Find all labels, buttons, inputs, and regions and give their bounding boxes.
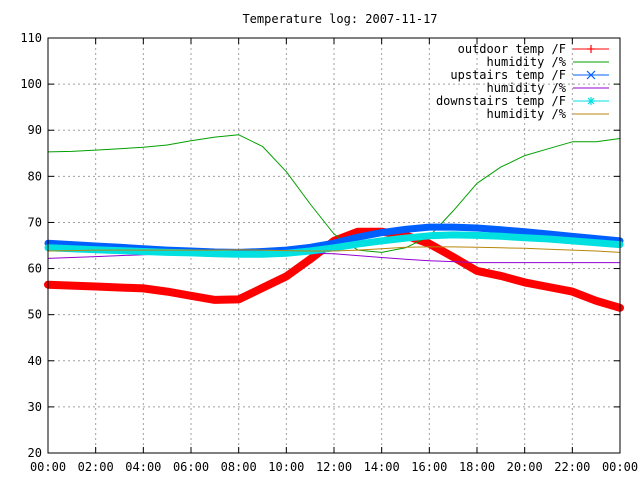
x-tick-label: 08:00 xyxy=(221,460,257,474)
legend-label: outdoor temp /F xyxy=(458,42,566,56)
plus-marker xyxy=(587,45,595,53)
series-line xyxy=(44,231,624,258)
series-line xyxy=(47,246,621,253)
y-tick-label: 30 xyxy=(28,400,42,414)
y-tick-label: 20 xyxy=(28,446,42,460)
series-layer xyxy=(44,134,624,312)
x-tick-label: 00:00 xyxy=(30,460,66,474)
legend-label: upstairs temp /F xyxy=(450,68,566,82)
marker-stroke xyxy=(586,70,596,80)
x-tick-label: 00:00 xyxy=(602,460,638,474)
x-marker xyxy=(586,70,596,80)
x-tick-label: 10:00 xyxy=(268,460,304,474)
x-tick-label: 04:00 xyxy=(125,460,161,474)
x-tick-label: 06:00 xyxy=(173,460,209,474)
axis-layer: 20 30 40 50 60 70 80 90 100 110 00:00 02:00 04:00 06:… xyxy=(20,31,638,474)
x-tick-label: 14:00 xyxy=(364,460,400,474)
x-tick-label: 12:00 xyxy=(316,460,352,474)
legend-label: downstairs temp /F xyxy=(436,94,566,108)
y-tick-label: 50 xyxy=(28,308,42,322)
x-tick-label: 02:00 xyxy=(78,460,114,474)
y-tick-label: 60 xyxy=(28,262,42,276)
y-tick-label: 90 xyxy=(28,123,42,137)
x-tick-label: 22:00 xyxy=(554,460,590,474)
grid-layer xyxy=(48,38,620,453)
legend-label: humidity /% xyxy=(487,81,567,95)
series-line xyxy=(47,134,621,253)
marker-stroke xyxy=(587,97,595,105)
x-tick-label: 18:00 xyxy=(459,460,495,474)
y-tick-label: 70 xyxy=(28,215,42,229)
star-marker xyxy=(587,97,595,105)
y-tick-label: 80 xyxy=(28,169,42,183)
x-tick-label: 20:00 xyxy=(507,460,543,474)
x-tick-label: 16:00 xyxy=(411,460,447,474)
y-tick-label: 110 xyxy=(20,31,42,45)
legend-label: humidity /% xyxy=(487,55,567,69)
chart-title: Temperature log: 2007-11-17 xyxy=(242,12,437,26)
legend-label: humidity /% xyxy=(487,107,567,121)
y-tick-label: 100 xyxy=(20,77,42,91)
y-tick-label: 40 xyxy=(28,354,42,368)
